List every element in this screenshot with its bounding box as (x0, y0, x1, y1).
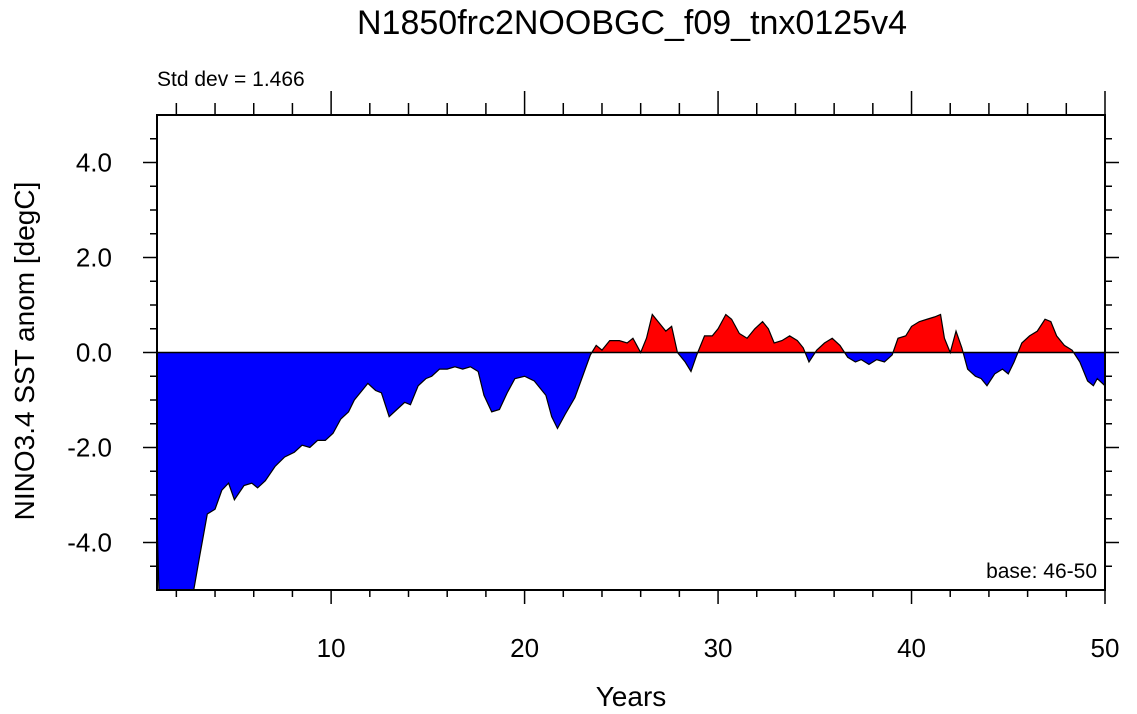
x-tick-label: 40 (897, 633, 926, 663)
x-tick-label: 50 (1091, 633, 1120, 663)
subtitle: Std dev = 1.466 (157, 68, 305, 91)
area-below (157, 352, 1105, 590)
x-axis-title: Years (596, 681, 667, 712)
area-above (157, 314, 1105, 353)
x-tick-label: 30 (704, 633, 733, 663)
y-tick-label: 4.0 (76, 148, 112, 178)
y-tick-label: -2.0 (67, 433, 112, 463)
y-axis-title: NINO3.4 SST anom [degC] (9, 182, 40, 521)
y-tick-label: 0.0 (76, 338, 112, 368)
series-line (157, 313, 1105, 590)
x-tick-label: 10 (317, 633, 346, 663)
chart-title: N1850frc2NOOBGC_f09_tnx0125v4 (357, 4, 907, 42)
series (157, 313, 1105, 590)
annotation: base: 46-50 (986, 560, 1097, 583)
above-group (157, 314, 1105, 353)
plot-area (157, 313, 1105, 590)
x-tick-label: 20 (510, 633, 539, 663)
y-tick-label: -4.0 (67, 528, 112, 558)
y-tick-label: 2.0 (76, 243, 112, 273)
below-group (157, 352, 1105, 590)
